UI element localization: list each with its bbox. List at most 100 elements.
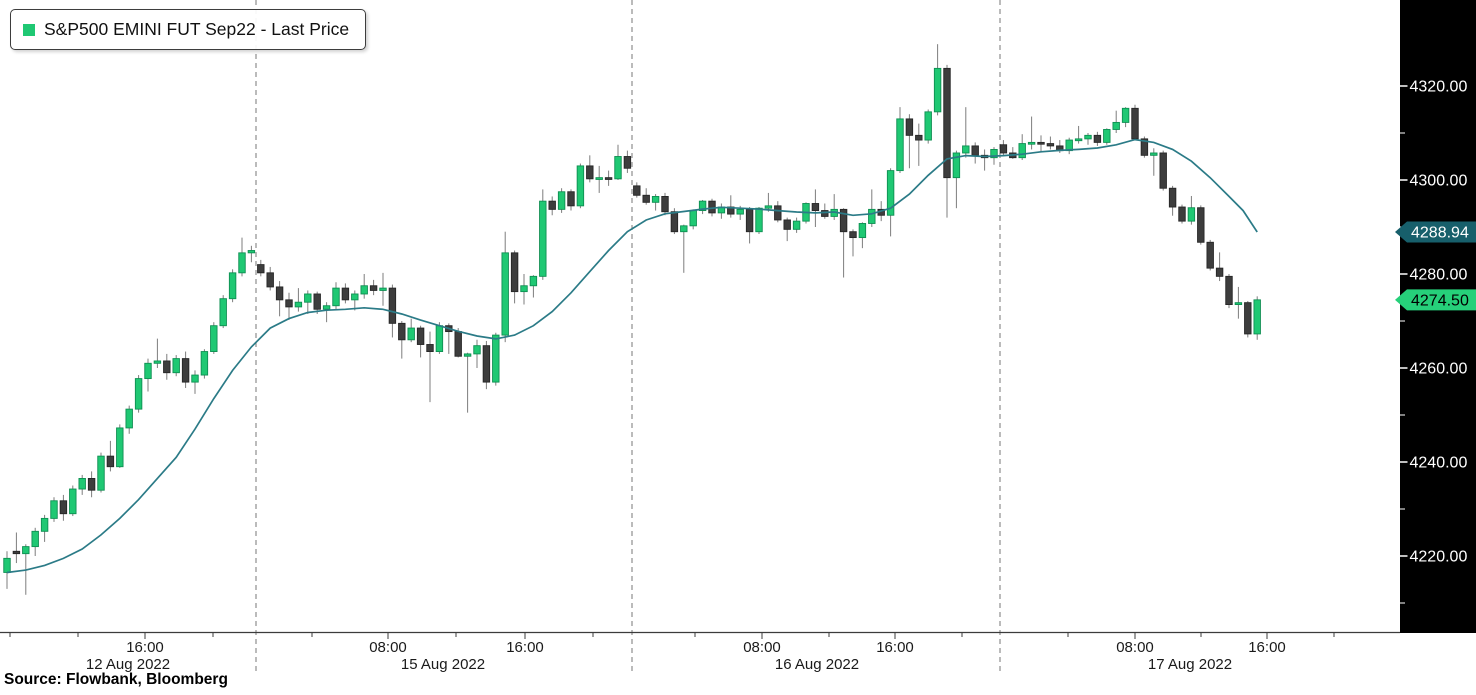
candle xyxy=(1084,133,1092,145)
time-label: 08:00 xyxy=(1116,639,1154,656)
candle-body-up xyxy=(3,557,11,573)
candle-body-up xyxy=(40,517,49,532)
candle-body-down xyxy=(1244,302,1252,335)
candle xyxy=(604,170,613,186)
y-axis-label: 4280.00 xyxy=(1410,267,1468,284)
candle xyxy=(31,527,39,556)
candle-body-down xyxy=(670,211,679,233)
candle-body-down xyxy=(181,358,190,383)
price-tag-value: 4274.50 xyxy=(1411,292,1469,309)
candle xyxy=(219,295,227,329)
y-axis-label: 4240.00 xyxy=(1410,455,1468,472)
candle-body-up xyxy=(868,208,876,224)
candle xyxy=(633,182,641,198)
candle-body-up xyxy=(294,301,303,308)
candle-body-up xyxy=(529,275,538,287)
candle-body-up xyxy=(322,305,331,310)
candle-body-down xyxy=(426,344,434,353)
candle xyxy=(473,339,481,368)
candle-body-down xyxy=(12,550,21,555)
candle-body-down xyxy=(811,203,820,212)
candle-body-down xyxy=(257,264,265,274)
candle xyxy=(745,207,754,244)
candle xyxy=(1093,131,1102,146)
candle xyxy=(1244,301,1252,338)
candle-body-up xyxy=(473,345,481,355)
candle xyxy=(1027,116,1036,150)
candle-body-up xyxy=(1187,207,1196,222)
candle-body-up xyxy=(689,210,697,227)
candle xyxy=(849,229,857,257)
candle-body-up xyxy=(153,360,162,364)
candle-body-down xyxy=(275,286,284,301)
candle-body-down xyxy=(341,287,350,301)
candle xyxy=(332,282,340,310)
candle xyxy=(275,281,284,317)
date-label: 17 Aug 2022 xyxy=(1148,656,1232,673)
time-label: 16:00 xyxy=(126,639,164,656)
chart-legend[interactable]: S&P500 EMINI FUT Sep22 - Last Price xyxy=(10,9,367,50)
candle-body-down xyxy=(821,210,829,217)
time-label: 16:00 xyxy=(1248,639,1286,656)
moving-average-line xyxy=(6,138,1258,574)
candle-body-down xyxy=(1197,207,1205,243)
y-axis-label: 4320.00 xyxy=(1410,79,1468,96)
candle xyxy=(1197,205,1205,245)
candle-body-up xyxy=(435,325,444,353)
candle-body-up xyxy=(557,191,566,210)
candle xyxy=(1206,239,1214,271)
y-axis-panel: 4320.00 4300.00 4280.00 4260.00 4240.00 4220.… xyxy=(1395,0,1476,633)
candle xyxy=(642,188,650,205)
candle xyxy=(163,353,171,380)
candle xyxy=(69,485,77,517)
candle xyxy=(125,405,133,434)
candle-body-down xyxy=(774,205,782,221)
candle xyxy=(134,375,143,413)
candle xyxy=(210,322,218,354)
candle-body-down xyxy=(266,272,274,288)
y-axis-label: 4260.00 xyxy=(1410,361,1468,378)
candle xyxy=(886,168,895,237)
candle xyxy=(727,195,735,218)
candle-body-up xyxy=(238,252,246,274)
candle-body-down xyxy=(661,195,669,213)
candle-body-down xyxy=(623,156,632,169)
candle-body-down xyxy=(1131,107,1139,140)
candle xyxy=(623,150,632,173)
candle xyxy=(1234,286,1243,319)
candle xyxy=(1215,252,1224,282)
candle-body-down xyxy=(783,219,791,230)
candle xyxy=(463,352,472,413)
candle-body-down xyxy=(999,144,1008,154)
candle xyxy=(407,318,415,343)
date-label: 15 Aug 2022 xyxy=(401,656,485,673)
candle-body-down xyxy=(285,299,293,308)
candle-body-down xyxy=(1046,143,1055,147)
candle-body-up xyxy=(614,156,622,180)
candle xyxy=(313,291,321,314)
last-price-tag: 4274.50 xyxy=(1395,289,1476,311)
candle xyxy=(868,189,876,227)
date-label: 16 Aug 2022 xyxy=(775,656,859,673)
candle-body-up xyxy=(651,195,660,203)
candle xyxy=(943,64,951,218)
candle-body-up xyxy=(50,500,58,519)
candle xyxy=(398,321,406,359)
candle-body-down xyxy=(106,455,115,468)
candle-body-up xyxy=(228,272,237,300)
candle xyxy=(97,452,105,493)
price-tag-shape xyxy=(1395,221,1476,243)
candle-body-down xyxy=(745,208,754,233)
time-label: 08:00 xyxy=(743,639,781,656)
price-tag-shape xyxy=(1395,289,1476,311)
candle-body-down xyxy=(510,252,519,293)
legend-label: S&P500 EMINI FUT Sep22 - Last Price xyxy=(44,19,350,39)
candle xyxy=(153,338,162,368)
candle-body-up xyxy=(933,67,942,113)
time-label: 16:00 xyxy=(876,639,914,656)
candle xyxy=(614,144,622,180)
candle-body-up xyxy=(463,353,472,357)
